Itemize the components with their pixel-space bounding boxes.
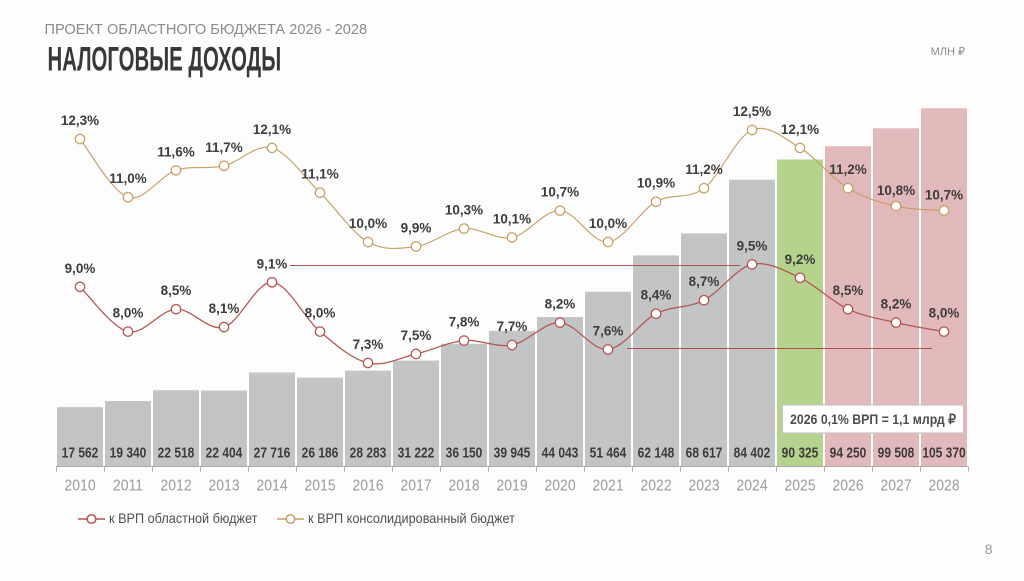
svg-text:2014: 2014 [256, 477, 287, 495]
svg-text:8,7%: 8,7% [689, 273, 720, 289]
svg-text:2027: 2027 [880, 477, 911, 495]
svg-text:к ВРП консолидированный бюджет: к ВРП консолидированный бюджет [308, 511, 515, 526]
svg-text:2019: 2019 [496, 477, 527, 495]
svg-text:12,1%: 12,1% [253, 121, 291, 137]
svg-text:8,5%: 8,5% [833, 282, 864, 298]
svg-text:2022: 2022 [640, 477, 671, 495]
svg-text:2026 0,1% ВРП = 1,1 млрд ₽: 2026 0,1% ВРП = 1,1 млрд ₽ [790, 411, 957, 427]
svg-text:99 508: 99 508 [878, 444, 915, 461]
svg-text:39 945: 39 945 [494, 444, 531, 461]
svg-text:68 617: 68 617 [686, 444, 723, 461]
svg-text:10,0%: 10,0% [349, 215, 387, 231]
svg-text:7,3%: 7,3% [353, 336, 384, 352]
svg-text:2028: 2028 [928, 477, 959, 495]
svg-text:10,1%: 10,1% [493, 210, 531, 226]
svg-text:10,7%: 10,7% [925, 186, 963, 202]
svg-text:7,8%: 7,8% [449, 313, 480, 329]
svg-text:2021: 2021 [592, 477, 623, 495]
svg-text:62 148: 62 148 [638, 444, 675, 461]
svg-text:2015: 2015 [304, 477, 335, 495]
svg-text:10,7%: 10,7% [541, 183, 579, 199]
svg-text:94 250: 94 250 [830, 444, 867, 461]
svg-text:2020: 2020 [544, 477, 575, 495]
svg-text:8,0%: 8,0% [929, 304, 960, 320]
svg-text:9,1%: 9,1% [257, 255, 288, 271]
svg-text:НАЛОГОВЫЕ ДОХОДЫ: НАЛОГОВЫЕ ДОХОДЫ [48, 40, 282, 78]
svg-text:28 283: 28 283 [350, 444, 387, 461]
svg-text:2012: 2012 [160, 477, 191, 495]
svg-text:26 186: 26 186 [302, 444, 339, 461]
svg-text:11,0%: 11,0% [109, 170, 146, 186]
svg-text:МЛН ₽: МЛН ₽ [931, 46, 965, 58]
svg-text:7,6%: 7,6% [593, 322, 624, 338]
svg-text:19 340: 19 340 [110, 444, 147, 461]
svg-text:11,7%: 11,7% [205, 138, 242, 154]
svg-text:8,1%: 8,1% [209, 300, 240, 316]
svg-text:12,5%: 12,5% [733, 103, 771, 119]
svg-text:12,3%: 12,3% [61, 112, 99, 128]
svg-text:2018: 2018 [448, 477, 479, 495]
svg-text:27 716: 27 716 [254, 444, 291, 461]
svg-text:31 222: 31 222 [398, 444, 435, 461]
svg-text:8,0%: 8,0% [113, 304, 144, 320]
svg-text:10,0%: 10,0% [589, 215, 627, 231]
svg-text:11,2%: 11,2% [685, 161, 722, 177]
svg-text:36 150: 36 150 [446, 444, 483, 461]
svg-text:10,8%: 10,8% [877, 182, 915, 198]
svg-text:ПРОЕКТ ОБЛАСТНОГО БЮДЖЕТА 2026: ПРОЕКТ ОБЛАСТНОГО БЮДЖЕТА 2026 - 2028 [45, 22, 368, 38]
svg-text:105 370: 105 370 [922, 444, 965, 461]
svg-text:7,5%: 7,5% [401, 327, 432, 343]
svg-text:11,1%: 11,1% [301, 165, 338, 181]
svg-text:8,2%: 8,2% [545, 295, 576, 311]
svg-text:11,2%: 11,2% [829, 161, 866, 177]
svg-text:12,1%: 12,1% [781, 121, 819, 137]
svg-text:2017: 2017 [400, 477, 431, 495]
svg-text:2013: 2013 [208, 477, 239, 495]
svg-text:22 404: 22 404 [206, 444, 243, 461]
svg-text:2016: 2016 [352, 477, 383, 495]
svg-text:84 402: 84 402 [734, 444, 771, 461]
svg-text:к ВРП областной бюджет: к ВРП областной бюджет [109, 511, 257, 526]
svg-text:10,9%: 10,9% [637, 174, 675, 190]
svg-text:22 518: 22 518 [158, 444, 195, 461]
svg-text:7,7%: 7,7% [497, 318, 528, 334]
svg-text:8,2%: 8,2% [881, 295, 912, 311]
svg-text:51 464: 51 464 [590, 444, 627, 461]
svg-text:44 043: 44 043 [542, 444, 579, 461]
svg-text:11,6%: 11,6% [157, 143, 194, 159]
svg-text:8,0%: 8,0% [305, 304, 336, 320]
svg-text:8: 8 [985, 541, 993, 557]
svg-text:9,0%: 9,0% [65, 259, 96, 275]
svg-text:8,4%: 8,4% [641, 286, 672, 302]
svg-text:2026: 2026 [832, 477, 863, 495]
svg-text:2023: 2023 [688, 477, 719, 495]
svg-text:10,3%: 10,3% [445, 201, 483, 217]
svg-text:2024: 2024 [736, 477, 767, 495]
svg-text:2011: 2011 [113, 477, 143, 495]
svg-text:2010: 2010 [64, 477, 95, 495]
svg-text:9,5%: 9,5% [737, 237, 768, 253]
svg-text:90 325: 90 325 [782, 444, 819, 461]
svg-text:9,9%: 9,9% [401, 219, 432, 235]
svg-text:9,2%: 9,2% [785, 250, 816, 266]
svg-text:8,5%: 8,5% [161, 282, 192, 298]
svg-text:17 562: 17 562 [62, 444, 99, 461]
svg-text:2025: 2025 [784, 477, 815, 495]
